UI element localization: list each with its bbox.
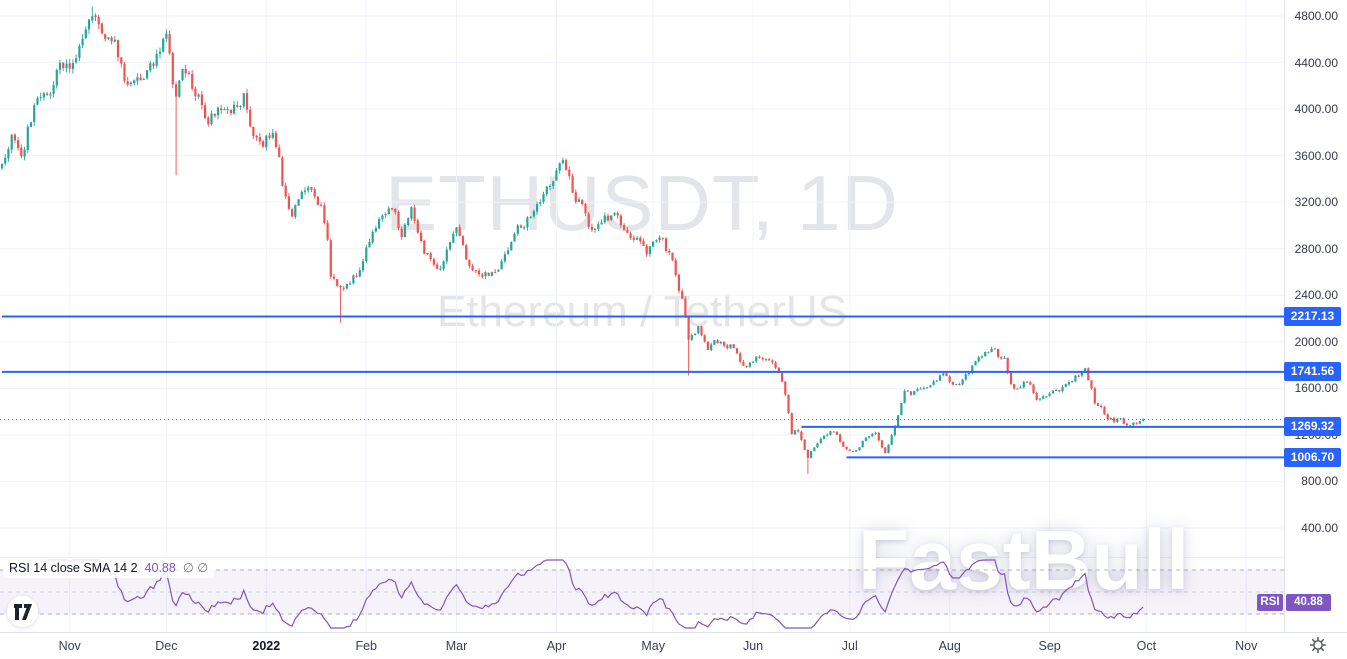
price-tick-label: 4400.00 [1294, 55, 1338, 70]
pane-separator [0, 557, 1284, 558]
time-tick-label: Jun [742, 639, 764, 653]
price-level-badge: 1741.56 [1284, 362, 1341, 382]
price-tick-label: 2000.00 [1294, 334, 1338, 349]
time-axis-border [0, 632, 1347, 633]
price-tick-label: 1600.00 [1294, 381, 1338, 396]
price-tick-label: 400.00 [1301, 520, 1338, 535]
rsi-axis-badge: RSI [1257, 594, 1283, 611]
price-tick-label: 2400.00 [1294, 288, 1338, 303]
price-tick-label: 3200.00 [1294, 195, 1338, 210]
price-tick-label: 2800.00 [1294, 241, 1338, 256]
time-tick-label: Nov [58, 639, 81, 653]
price-level-badge: 1269.32 [1284, 417, 1341, 437]
price-tick-label: 3600.00 [1294, 148, 1338, 163]
time-tick-label: Feb [355, 639, 378, 653]
time-tick-label: Mar [445, 639, 468, 653]
tradingview-logo-icon [13, 603, 32, 620]
time-tick-label: Oct [1136, 639, 1157, 653]
time-tick-label: Sep [1038, 639, 1061, 653]
rsi-legend-extra: ∅ ∅ [182, 561, 209, 575]
time-tick-label: Aug [938, 639, 961, 653]
gear-icon[interactable] [1309, 636, 1327, 654]
price-level-badge: 2217.13 [1284, 307, 1341, 327]
time-tick-label: Apr [546, 639, 567, 653]
down-candle-bodies [13, 15, 1138, 458]
rsi-legend-title: RSI 14 close SMA 14 2 [9, 561, 138, 575]
time-tick-label: May [641, 639, 665, 653]
price-tick-label: 800.00 [1301, 474, 1338, 489]
rsi-legend-value: 40.88 [144, 561, 176, 575]
rsi-value-badge: 40.88 [1286, 594, 1331, 611]
time-tick-label: Jul [841, 639, 858, 653]
time-tick-label: 2022 [252, 639, 281, 653]
price-tick-label: 4000.00 [1294, 102, 1338, 117]
time-tick-label: Dec [155, 639, 178, 653]
rsi-legend[interactable]: RSI 14 close SMA 14 2 40.88 ∅ ∅ [3, 558, 215, 578]
tradingview-logo[interactable] [7, 596, 38, 627]
down-candle-wicks [14, 13, 1138, 474]
price-level-badge: 1006.70 [1284, 447, 1341, 467]
price-tick-label: 4800.00 [1294, 9, 1338, 23]
time-tick-label: Nov [1235, 639, 1258, 653]
